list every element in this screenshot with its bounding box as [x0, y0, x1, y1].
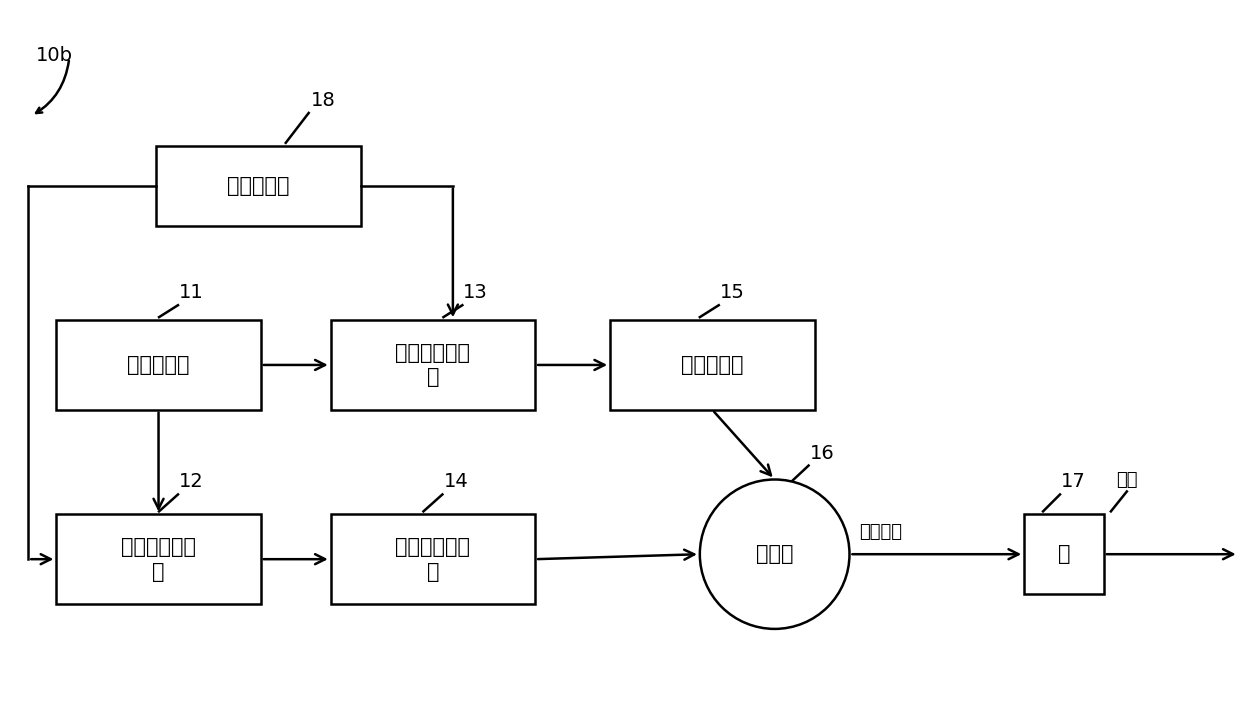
- Text: 射线: 射线: [1116, 472, 1137, 489]
- Bar: [331, 320, 536, 410]
- Text: 时延控制器: 时延控制器: [128, 355, 190, 375]
- Bar: [156, 146, 361, 226]
- Text: 17: 17: [1061, 472, 1086, 491]
- Bar: [56, 515, 260, 604]
- Text: 微波脉冲发生
器: 微波脉冲发生 器: [396, 537, 470, 582]
- Text: 幅度控制器: 幅度控制器: [227, 176, 290, 196]
- Text: 15: 15: [719, 283, 745, 302]
- Text: 10b: 10b: [36, 47, 73, 65]
- Text: 高能电子: 高能电子: [859, 523, 903, 541]
- Bar: [56, 320, 260, 410]
- Text: 12: 12: [179, 472, 203, 491]
- Bar: [1024, 515, 1104, 594]
- Text: 16: 16: [810, 443, 835, 462]
- Text: 电子注入器: 电子注入器: [681, 355, 744, 375]
- Text: 18: 18: [311, 91, 336, 110]
- Text: 靶: 靶: [1058, 544, 1070, 564]
- Text: 11: 11: [179, 283, 203, 302]
- Bar: [331, 515, 536, 604]
- Bar: [610, 320, 815, 410]
- Text: 第一高压发生
器: 第一高压发生 器: [122, 537, 196, 582]
- Text: 第二高压发生
器: 第二高压发生 器: [396, 343, 470, 387]
- Text: 加速管: 加速管: [756, 544, 794, 564]
- Text: 13: 13: [464, 283, 489, 302]
- Text: 14: 14: [444, 472, 469, 491]
